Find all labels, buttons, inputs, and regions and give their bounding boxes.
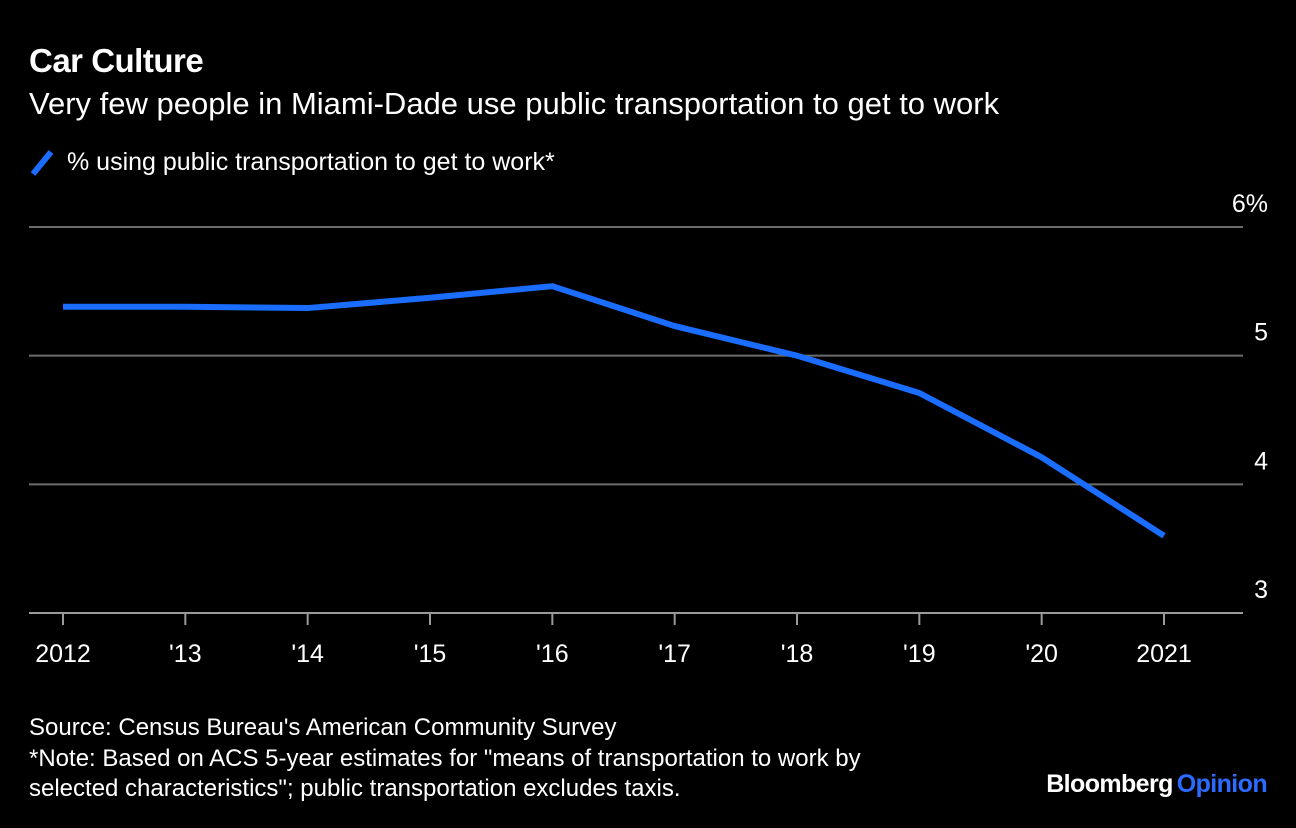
chart-subtitle: Very few people in Miami-Dade use public… bbox=[29, 86, 1000, 121]
y-tick-label: 4 bbox=[1254, 447, 1268, 475]
x-tick-label: '20 bbox=[1025, 640, 1058, 668]
brand-logo: Bloomberg Opinion bbox=[1046, 770, 1267, 799]
footer: Source: Census Bureau's American Communi… bbox=[29, 713, 861, 805]
x-tick-label: '15 bbox=[414, 640, 447, 668]
x-tick-label: 2021 bbox=[1136, 640, 1192, 668]
y-tick-label: 6% bbox=[1232, 190, 1268, 218]
source-note: Source: Census Bureau's American Communi… bbox=[29, 714, 617, 741]
x-tick-label: '19 bbox=[903, 640, 936, 668]
series-line bbox=[63, 283, 1166, 539]
footnote-line-1: *Note: Based on ACS 5-year estimates for… bbox=[29, 744, 861, 772]
legend-label: % using public transportation to get to … bbox=[67, 147, 555, 176]
brand-name: Bloomberg bbox=[1046, 770, 1173, 798]
legend: % using public transportation to get to … bbox=[29, 146, 555, 178]
y-tick-label: 5 bbox=[1254, 319, 1268, 347]
x-tick-label: '16 bbox=[536, 640, 569, 668]
footnote-line-2: selected characteristics"; public transp… bbox=[29, 775, 681, 802]
x-tick-label: 2012 bbox=[35, 640, 91, 668]
y-tick-label: 3 bbox=[1254, 576, 1268, 604]
x-tick-label: '17 bbox=[658, 640, 691, 668]
x-tick-label: '14 bbox=[291, 640, 324, 668]
chart-title: Car Culture bbox=[29, 42, 204, 79]
x-tick-label: '18 bbox=[781, 640, 814, 668]
x-tick-label: '13 bbox=[169, 640, 202, 668]
legend-line-swatch bbox=[30, 150, 54, 176]
brand-section: Opinion bbox=[1176, 770, 1268, 798]
